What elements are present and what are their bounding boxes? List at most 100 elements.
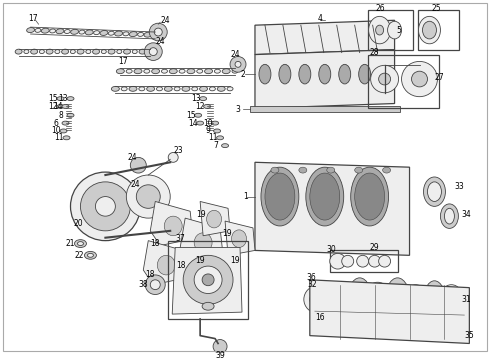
Ellipse shape xyxy=(197,69,203,73)
Text: 37: 37 xyxy=(175,234,185,243)
Ellipse shape xyxy=(101,50,106,54)
Text: 7: 7 xyxy=(213,141,218,150)
Text: 24: 24 xyxy=(155,37,165,46)
Ellipse shape xyxy=(215,69,220,73)
Ellipse shape xyxy=(195,113,201,117)
Ellipse shape xyxy=(383,167,391,173)
Ellipse shape xyxy=(79,30,85,34)
Ellipse shape xyxy=(94,31,99,35)
Bar xyxy=(250,107,399,112)
Ellipse shape xyxy=(174,87,180,91)
Ellipse shape xyxy=(299,64,311,84)
Ellipse shape xyxy=(64,30,70,33)
Ellipse shape xyxy=(35,28,41,32)
Text: 31: 31 xyxy=(462,295,471,304)
Ellipse shape xyxy=(129,86,137,91)
Text: 30: 30 xyxy=(327,245,337,254)
Ellipse shape xyxy=(261,167,299,226)
Ellipse shape xyxy=(74,240,86,247)
Text: 21: 21 xyxy=(66,239,75,248)
Text: 19: 19 xyxy=(222,229,232,238)
Text: 6: 6 xyxy=(53,118,58,127)
Ellipse shape xyxy=(170,69,177,74)
Circle shape xyxy=(401,62,438,97)
Ellipse shape xyxy=(441,204,458,228)
Text: 35: 35 xyxy=(465,331,474,340)
Bar xyxy=(368,55,440,108)
Ellipse shape xyxy=(115,31,122,36)
Polygon shape xyxy=(172,247,242,314)
Circle shape xyxy=(168,153,178,162)
Ellipse shape xyxy=(368,16,391,44)
Ellipse shape xyxy=(62,121,69,125)
Ellipse shape xyxy=(199,86,208,91)
Ellipse shape xyxy=(129,32,137,37)
Text: 18: 18 xyxy=(145,270,155,279)
Ellipse shape xyxy=(227,87,233,91)
Circle shape xyxy=(154,28,162,36)
Ellipse shape xyxy=(116,69,124,74)
Ellipse shape xyxy=(404,285,427,314)
Ellipse shape xyxy=(214,129,220,133)
Ellipse shape xyxy=(63,136,70,140)
Ellipse shape xyxy=(108,31,114,35)
Ellipse shape xyxy=(31,49,38,54)
Ellipse shape xyxy=(138,32,144,36)
Ellipse shape xyxy=(187,69,195,74)
Ellipse shape xyxy=(199,97,207,100)
Ellipse shape xyxy=(279,64,291,84)
Text: 25: 25 xyxy=(432,4,441,13)
Ellipse shape xyxy=(152,33,158,37)
Polygon shape xyxy=(150,202,193,246)
Text: 32: 32 xyxy=(308,280,318,289)
Text: 14: 14 xyxy=(53,102,63,111)
Ellipse shape xyxy=(100,31,108,35)
Circle shape xyxy=(412,71,427,87)
Text: 36: 36 xyxy=(307,273,317,282)
Ellipse shape xyxy=(209,87,216,91)
Bar xyxy=(417,10,460,50)
Ellipse shape xyxy=(86,50,91,54)
Text: 13: 13 xyxy=(58,94,68,103)
Ellipse shape xyxy=(157,255,175,275)
Text: 12: 12 xyxy=(49,102,58,111)
Ellipse shape xyxy=(355,173,385,220)
Ellipse shape xyxy=(156,87,163,91)
Circle shape xyxy=(145,275,165,294)
Ellipse shape xyxy=(60,129,67,133)
Ellipse shape xyxy=(62,49,69,54)
Text: 1: 1 xyxy=(243,192,248,201)
Text: 24: 24 xyxy=(160,16,170,25)
Ellipse shape xyxy=(57,104,64,108)
Ellipse shape xyxy=(376,25,384,35)
Ellipse shape xyxy=(134,69,142,74)
Ellipse shape xyxy=(440,285,464,314)
Text: 10: 10 xyxy=(203,118,213,127)
Circle shape xyxy=(330,253,346,269)
Text: 27: 27 xyxy=(435,73,444,82)
Text: 11: 11 xyxy=(208,133,218,142)
Text: 28: 28 xyxy=(369,48,379,57)
Ellipse shape xyxy=(49,29,55,33)
Ellipse shape xyxy=(259,64,271,84)
Text: 13: 13 xyxy=(191,94,201,103)
Ellipse shape xyxy=(328,285,352,314)
Ellipse shape xyxy=(194,233,212,252)
Text: 24: 24 xyxy=(127,153,137,162)
Ellipse shape xyxy=(306,167,343,226)
Ellipse shape xyxy=(204,104,211,108)
Text: 4: 4 xyxy=(318,14,322,23)
Polygon shape xyxy=(200,202,230,236)
Ellipse shape xyxy=(205,69,213,74)
Ellipse shape xyxy=(41,28,49,33)
Ellipse shape xyxy=(327,167,335,173)
Circle shape xyxy=(149,48,157,55)
Ellipse shape xyxy=(139,87,145,91)
Ellipse shape xyxy=(427,182,441,202)
Ellipse shape xyxy=(162,69,168,73)
Ellipse shape xyxy=(207,210,221,228)
Circle shape xyxy=(136,185,160,208)
Ellipse shape xyxy=(299,167,307,173)
Polygon shape xyxy=(180,218,223,262)
Ellipse shape xyxy=(196,121,204,125)
